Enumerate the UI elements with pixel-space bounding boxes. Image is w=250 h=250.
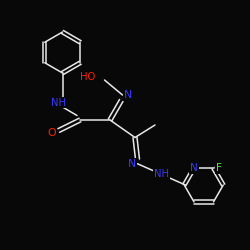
Text: NH: NH <box>154 169 169 179</box>
Text: HO: HO <box>80 72 95 83</box>
Text: N: N <box>124 90 132 100</box>
Text: F: F <box>216 163 222 173</box>
Text: O: O <box>47 128 56 138</box>
Text: N: N <box>128 159 136 169</box>
Text: NH: NH <box>51 98 66 108</box>
Text: N: N <box>190 163 198 173</box>
